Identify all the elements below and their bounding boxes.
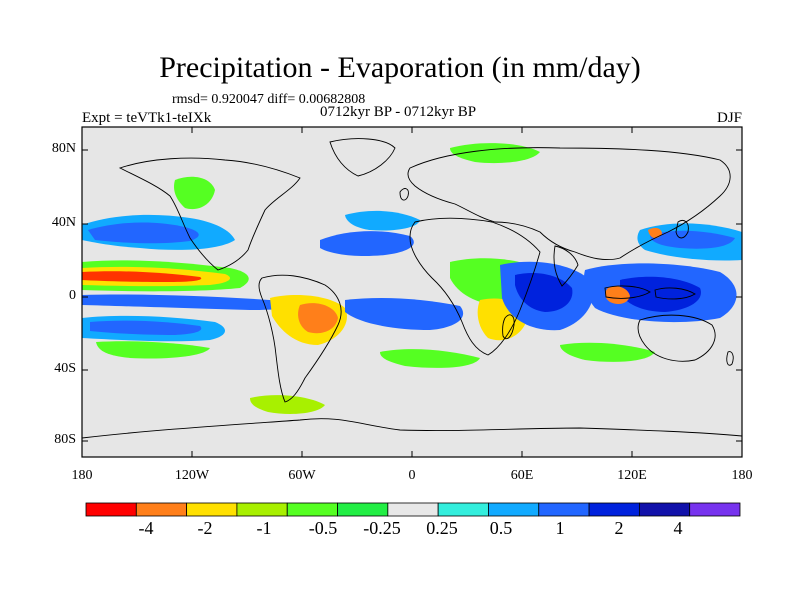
field-indian-deep (515, 272, 573, 312)
coast-eurasia (407, 147, 731, 261)
colorbar-label-05: 0.5 (489, 518, 513, 538)
field-southern-green-2 (560, 342, 655, 362)
coastlines (82, 138, 742, 439)
field-southern-green-1 (380, 349, 480, 368)
coast-south-america (258, 274, 342, 403)
coast-antarctica (82, 418, 742, 439)
map-title: Precipitation - Evaporation (in mm/day) (159, 51, 641, 84)
lon-label-180e: 180 (731, 468, 753, 483)
field-namerica-green (174, 176, 215, 210)
field-nwpacific-core (650, 230, 735, 249)
colorbar-label-1: 1 (555, 518, 565, 538)
lon-label-120w: 120W (174, 468, 210, 483)
field-maritime-orange (605, 286, 630, 304)
field-nwpacific-orange (648, 227, 662, 239)
season-label: DJF (716, 110, 742, 126)
coast-north-america (118, 157, 301, 271)
lon-label-180w: 180 (71, 468, 93, 483)
field-itcz-red (82, 271, 202, 282)
coast-indonesia-1 (604, 285, 651, 299)
map-ticks (81, 127, 743, 457)
colorbar-box-9 (538, 502, 590, 517)
colorbar-box-4 (286, 502, 338, 517)
colorbar-box-3 (236, 502, 288, 517)
coast-madagascar (502, 314, 515, 340)
field-spacific-green (96, 341, 210, 359)
colorbar-label-m4: -4 (138, 518, 154, 538)
lat-label-40n: 40N (51, 215, 76, 230)
lat-label-80s: 80S (54, 432, 76, 447)
lon-label-60e: 60E (510, 468, 534, 483)
lat-label-80n: 80N (51, 141, 76, 156)
coast-australia (637, 314, 716, 362)
lat-label-0: 0 (69, 288, 76, 303)
period-label: 0712kyr BP - 0712kyr BP (320, 104, 477, 120)
coast-greenland (329, 138, 396, 177)
field-npacific-core (88, 222, 199, 244)
colorbar-label-2: 2 (614, 518, 624, 538)
colorbar-label-m05: -0.5 (308, 518, 338, 538)
colorbar-box-7 (437, 502, 489, 517)
precip-field (82, 143, 742, 414)
colorbar-label-m2: -2 (197, 518, 213, 538)
coast-japan (675, 220, 689, 239)
field-spacific-core (90, 320, 202, 335)
field-samerica-orange (298, 303, 338, 334)
coast-uk (399, 188, 409, 201)
colorbar-box-6 (387, 502, 439, 517)
stats-label: rmsd= 0.920047 diff= 0.00682808 (172, 92, 366, 107)
colorbar-label-4: 4 (673, 518, 683, 538)
lon-label-120e: 120E (617, 468, 647, 483)
lon-label-0: 0 (408, 468, 416, 483)
coast-new-zealand (726, 351, 734, 366)
colorbar-box-0 (85, 502, 137, 517)
colorbar-box-8 (488, 502, 540, 517)
coast-africa (409, 217, 541, 356)
experiment-label: Expt = teVTk1-teIXk (82, 110, 212, 126)
colorbar-box-1 (135, 502, 188, 517)
colorbar-box-12 (689, 502, 741, 517)
coast-india (553, 245, 579, 287)
field-atlantic-eq-blue (345, 298, 464, 330)
colorbar-box-10 (588, 502, 640, 517)
coast-indonesia-2 (654, 287, 696, 300)
lon-label-60w: 60W (288, 468, 316, 483)
colorbar (85, 502, 741, 517)
colorbar-box-11 (638, 502, 691, 517)
colorbar-label-m025: -0.25 (363, 518, 401, 538)
field-maritime-deep (620, 276, 701, 312)
field-natlantic-blue (320, 231, 414, 257)
colorbar-box-5 (337, 502, 389, 517)
lat-label-40s: 40S (54, 361, 76, 376)
colorbar-box-2 (186, 502, 238, 517)
field-natlantic-cyan (345, 210, 420, 231)
colorbar-label-m1: -1 (256, 518, 272, 538)
field-equator-blue (82, 294, 301, 310)
colorbar-label-025: 0.25 (426, 518, 458, 538)
field-southern-green-3 (250, 395, 325, 414)
